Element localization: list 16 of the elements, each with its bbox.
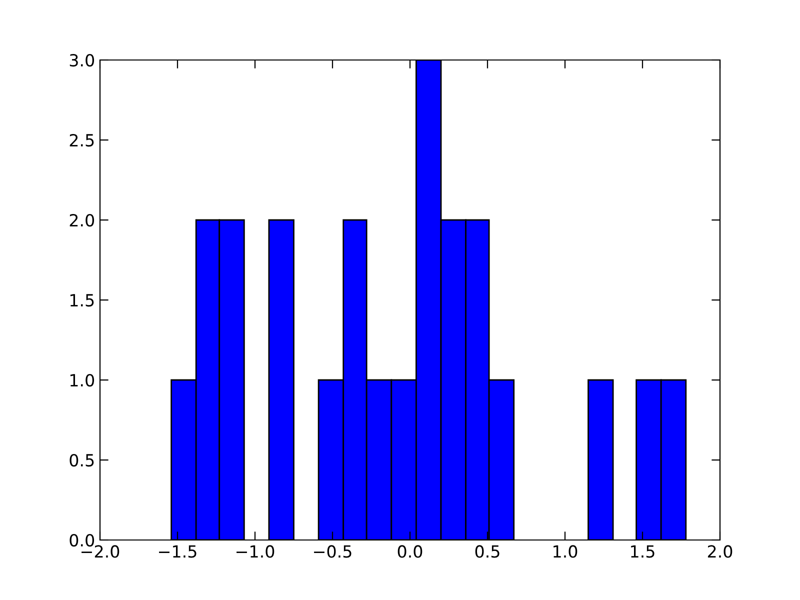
y-tick-label: 1.5 [70,294,94,307]
x-tick-label: 0.5 [475,545,500,558]
y-tick-label: 0.5 [70,454,94,467]
x-tick-label: 0.0 [398,545,422,558]
x-tick-label: −1.5 [159,545,196,558]
y-tick-label: 2.0 [70,214,94,227]
x-tick-label: 2.0 [708,545,732,558]
x-tick-label: 1.5 [631,545,654,558]
x-tick-label: −0.5 [314,545,352,558]
x-tick-label: −2.0 [82,545,120,558]
x-tick-label: −1.0 [236,545,274,558]
y-tick-label: 2.5 [70,134,94,147]
y-tick-label: 3.0 [70,54,94,67]
y-tick-label: 0.0 [70,534,94,547]
y-tick-label: 1.0 [70,374,94,387]
x-tick-label: 1.0 [554,545,578,558]
